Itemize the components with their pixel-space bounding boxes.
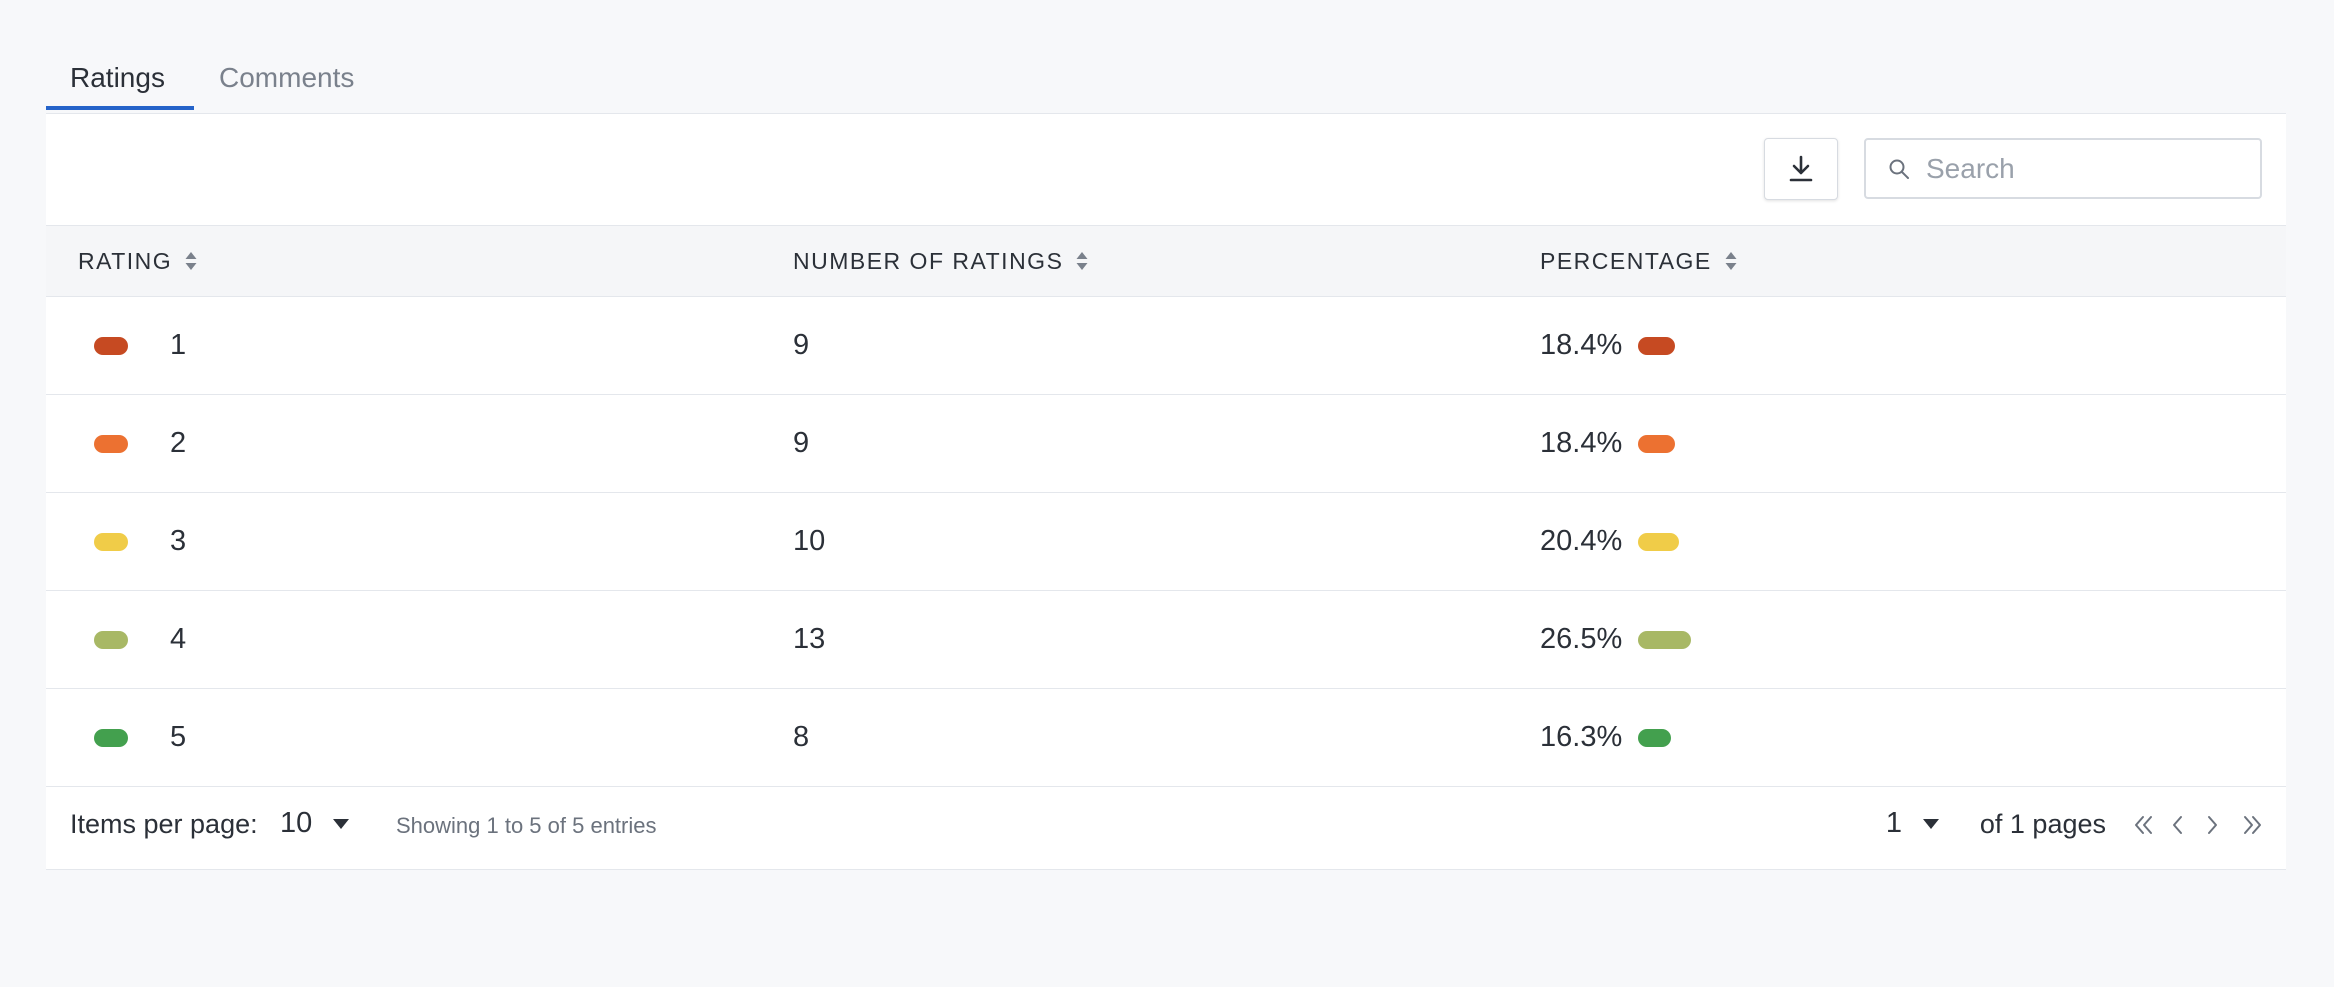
caret-down-icon: [333, 818, 350, 829]
rating-value: 2: [170, 427, 187, 459]
percentage-bar: [1638, 630, 1692, 649]
column-header-number-of-ratings[interactable]: NUMBER OF RATINGS: [793, 226, 1540, 297]
percentage-value: 20.4%: [1540, 525, 1623, 557]
rating-count: 9: [793, 427, 810, 459]
column-header-rating[interactable]: RATING: [46, 226, 793, 297]
current-page-value: 1: [1885, 807, 1902, 839]
rating-color-swatch: [94, 336, 128, 355]
table-row: 3 10 20.4%: [46, 493, 2286, 591]
sort-icon: [1076, 252, 1088, 270]
ratings-panel-container: Ratings Comments: [46, 0, 2286, 870]
percentage-value: 26.5%: [1540, 623, 1623, 655]
search-icon: [1889, 159, 1909, 179]
table-row: 5 8 16.3%: [46, 689, 2286, 787]
first-page-icon[interactable]: [2132, 813, 2156, 837]
column-header-label: PERCENTAGE: [1540, 247, 1712, 274]
page-number-select[interactable]: 1: [1886, 807, 1940, 840]
column-header-label: NUMBER OF RATINGS: [793, 247, 1064, 274]
search-input[interactable]: [1924, 151, 2228, 186]
items-per-page-select[interactable]: 10: [280, 807, 350, 840]
rating-color-swatch: [94, 532, 128, 551]
items-per-page-label: Items per page:: [70, 809, 258, 839]
total-pages-text: of 1 pages: [1979, 809, 2106, 839]
rating-value: 3: [170, 525, 187, 557]
rating-color-swatch: [94, 434, 128, 453]
last-page-icon[interactable]: [2240, 813, 2264, 837]
rating-count: 9: [793, 329, 810, 361]
rating-value: 5: [170, 721, 187, 753]
percentage-bar: [1638, 532, 1680, 551]
table-toolbar: [46, 114, 2286, 225]
column-header-label: RATING: [78, 247, 173, 274]
tab-ratings[interactable]: Ratings: [70, 62, 165, 93]
percentage-bar: [1638, 336, 1676, 355]
sort-icon: [185, 252, 197, 270]
previous-page-icon[interactable]: [2168, 813, 2188, 837]
download-button[interactable]: [1764, 138, 1838, 200]
download-icon: [1789, 155, 1813, 182]
sort-icon: [1725, 252, 1737, 270]
rating-count: 10: [793, 525, 826, 557]
column-header-percentage[interactable]: PERCENTAGE: [1540, 226, 2286, 297]
table-row: 1 9 18.4%: [46, 297, 2286, 395]
tab-comments[interactable]: Comments: [219, 62, 355, 93]
ratings-table-panel: RATING NUMBER OF RATINGS: [46, 114, 2286, 870]
caret-down-icon: [1923, 818, 1939, 829]
table-row: 4 13 26.5%: [46, 591, 2286, 689]
percentage-bar: [1638, 434, 1676, 453]
percentage-value: 16.3%: [1540, 721, 1623, 753]
table-header-row: RATING NUMBER OF RATINGS: [46, 225, 2286, 297]
table-row: 2 9 18.4%: [46, 395, 2286, 493]
percentage-bar: [1638, 728, 1672, 747]
items-per-page-value: 10: [280, 807, 313, 839]
search-box[interactable]: [1864, 138, 2262, 199]
active-tab-indicator: [46, 106, 194, 110]
rating-color-swatch: [94, 728, 128, 747]
showing-entries-text: Showing 1 to 5 of 5 entries: [396, 813, 657, 838]
ratings-table: RATING NUMBER OF RATINGS: [46, 225, 2286, 787]
next-page-icon[interactable]: [2202, 813, 2222, 837]
tab-bar: Ratings Comments: [46, 0, 2286, 114]
rating-value: 1: [170, 329, 187, 361]
percentage-value: 18.4%: [1540, 329, 1623, 361]
rating-color-swatch: [94, 630, 128, 649]
rating-count: 13: [793, 623, 826, 655]
rating-count: 8: [793, 721, 810, 753]
rating-value: 4: [170, 623, 187, 655]
percentage-value: 18.4%: [1540, 427, 1623, 459]
pagination-footer: Items per page: 10 Showing 1 to 5 of 5 e…: [46, 787, 2286, 869]
